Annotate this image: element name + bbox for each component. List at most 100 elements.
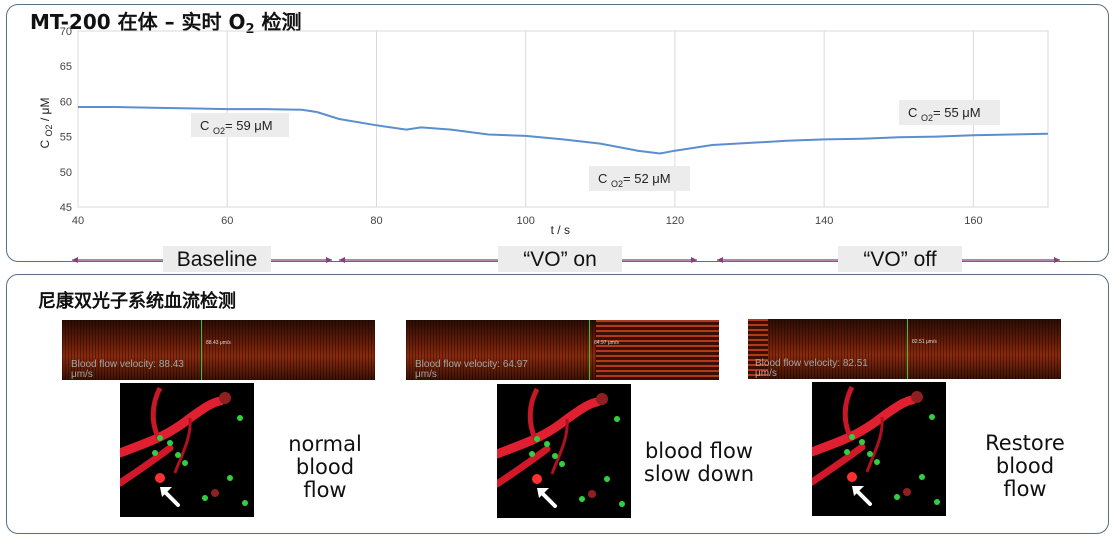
annotation-part: = 59 μM xyxy=(225,118,273,133)
o2-title-subscript: 2 xyxy=(245,22,255,37)
green-cell xyxy=(849,434,855,440)
green-cell xyxy=(844,449,850,455)
green-cell xyxy=(152,450,158,456)
vessel-capillary xyxy=(550,418,569,475)
green-cell xyxy=(934,499,940,505)
vessel-branch xyxy=(842,385,855,442)
velocity-line-2: μm/s xyxy=(415,369,437,380)
desc-line: blood xyxy=(995,454,1055,478)
green-cell xyxy=(534,436,540,442)
phase-arrow-head-right xyxy=(1054,257,1060,263)
phase-baseline-label: Baseline xyxy=(163,246,271,272)
annotation-text: C O2= 59 μM xyxy=(200,118,273,136)
arrow-icon xyxy=(164,491,180,507)
microscopy-image-1 xyxy=(120,383,254,517)
annotation-part: C xyxy=(200,118,213,133)
green-cell xyxy=(867,451,873,457)
x-tick-label: 40 xyxy=(72,215,84,227)
kymograph-marker xyxy=(907,319,908,379)
y-label-suffix: / μM xyxy=(38,98,52,125)
vessel-capillary xyxy=(865,416,884,473)
kymograph-2: 64.97 μm/s Blood flow velocity: 64.97 μm/… xyxy=(406,320,719,380)
kymograph-slow-stripes xyxy=(596,320,719,380)
phase-arrow-head-left xyxy=(717,257,723,263)
vessel-branch xyxy=(527,387,540,444)
x-tick-label: 140 xyxy=(815,215,833,227)
desc-line: Restore xyxy=(985,431,1065,455)
annotation-box xyxy=(191,113,289,137)
x-tick-label: 80 xyxy=(370,215,382,227)
phase-arrow-head-right xyxy=(326,257,332,263)
vessel-illustration xyxy=(120,386,248,507)
annotation-part: O2 xyxy=(213,126,225,136)
o2-title-tail: 检测 xyxy=(254,10,302,34)
phase-arrow-head-left xyxy=(72,257,78,263)
green-cell xyxy=(619,501,625,507)
phase-vo-off-label: “VO” off xyxy=(838,246,962,272)
o2-series-line xyxy=(78,106,1049,155)
arrow-icon-head xyxy=(160,487,172,497)
red-cell xyxy=(911,391,923,403)
microscopy-image-2 xyxy=(497,384,631,518)
vessel-branch xyxy=(120,444,174,487)
phase-arrow-head-left xyxy=(339,257,345,263)
o2-chart-panel xyxy=(6,4,1109,262)
kymograph-marker xyxy=(201,320,202,380)
velocity-line-1: Blood flow velocity: 64.97 xyxy=(415,359,528,370)
annotation-part: O2 xyxy=(921,113,933,123)
x-tick-label: 120 xyxy=(666,215,684,227)
flow-description-1: normal blood flow xyxy=(270,433,380,502)
x-tick-labels: 40 60 80 100 120 140 160 xyxy=(72,215,983,227)
x-tick-label: 100 xyxy=(517,215,535,227)
y-tick-labels: 45 50 55 60 65 70 xyxy=(60,26,72,214)
chart-annotations: C O2= 59 μMC O2= 52 μMC O2= 55 μM xyxy=(191,100,1000,191)
annotation-text: C O2= 55 μM xyxy=(908,105,981,123)
x-axis-label: t / s xyxy=(551,223,570,237)
annotation-box xyxy=(899,100,1000,125)
red-cell xyxy=(532,474,542,484)
desc-line: slow down xyxy=(643,462,755,486)
desc-line: normal xyxy=(288,432,362,456)
kymograph-1: 88.43 μm/s Blood flow velocity: 88.43 μm/… xyxy=(62,320,375,380)
green-cell xyxy=(175,452,181,458)
velocity-line-2: μm/s xyxy=(755,368,777,379)
red-cell xyxy=(903,488,911,496)
arrow-icon-head xyxy=(537,488,549,498)
y-tick-label: 45 xyxy=(60,202,72,214)
desc-line: blood flow xyxy=(644,439,754,463)
green-cell xyxy=(874,459,880,465)
velocity-readout: Blood flow velocity: 64.97 μm/s xyxy=(415,360,545,380)
green-cell xyxy=(237,415,243,421)
annotation-part: = 55 μM xyxy=(933,105,981,120)
blood-flow-panel-title: 尼康双光子系统血流检测 xyxy=(38,291,236,312)
y-tick-label: 60 xyxy=(60,96,72,108)
y-tick-label: 65 xyxy=(60,61,72,73)
green-cell xyxy=(202,495,208,501)
kymograph-small-value: 82.51 μm/s xyxy=(912,339,937,345)
y-tick-label: 50 xyxy=(60,167,72,179)
annotation-text: C O2= 52 μM xyxy=(598,171,671,189)
flow-description-2: blood flow slow down xyxy=(638,440,760,486)
desc-line: flow xyxy=(1003,477,1047,501)
green-cell xyxy=(559,461,565,467)
green-cell xyxy=(894,494,900,500)
red-cell xyxy=(847,472,857,482)
x-tick-label: 160 xyxy=(964,215,982,227)
annotation-part: O2 xyxy=(611,179,623,189)
vessel-branch xyxy=(497,445,551,488)
vessel-branch xyxy=(150,386,163,443)
green-cell xyxy=(579,496,585,502)
phase-arrow-head-right xyxy=(691,257,697,263)
velocity-line-1: Blood flow velocity: 88.43 xyxy=(71,359,184,370)
velocity-readout: Blood flow velocity: 88.43 μm/s xyxy=(71,360,201,380)
o2-title-main: MT-200 在体 – 实时 O xyxy=(30,10,246,34)
green-cell xyxy=(227,475,233,481)
y-label-prefix: C xyxy=(38,136,52,148)
red-cell xyxy=(211,489,219,497)
annotation-part: = 52 μM xyxy=(623,171,671,186)
annotation-part: C xyxy=(908,105,921,120)
green-cell xyxy=(157,435,163,441)
microscopy-image-3 xyxy=(812,382,946,516)
red-cell xyxy=(155,473,165,483)
annotation-part: C xyxy=(598,171,611,186)
